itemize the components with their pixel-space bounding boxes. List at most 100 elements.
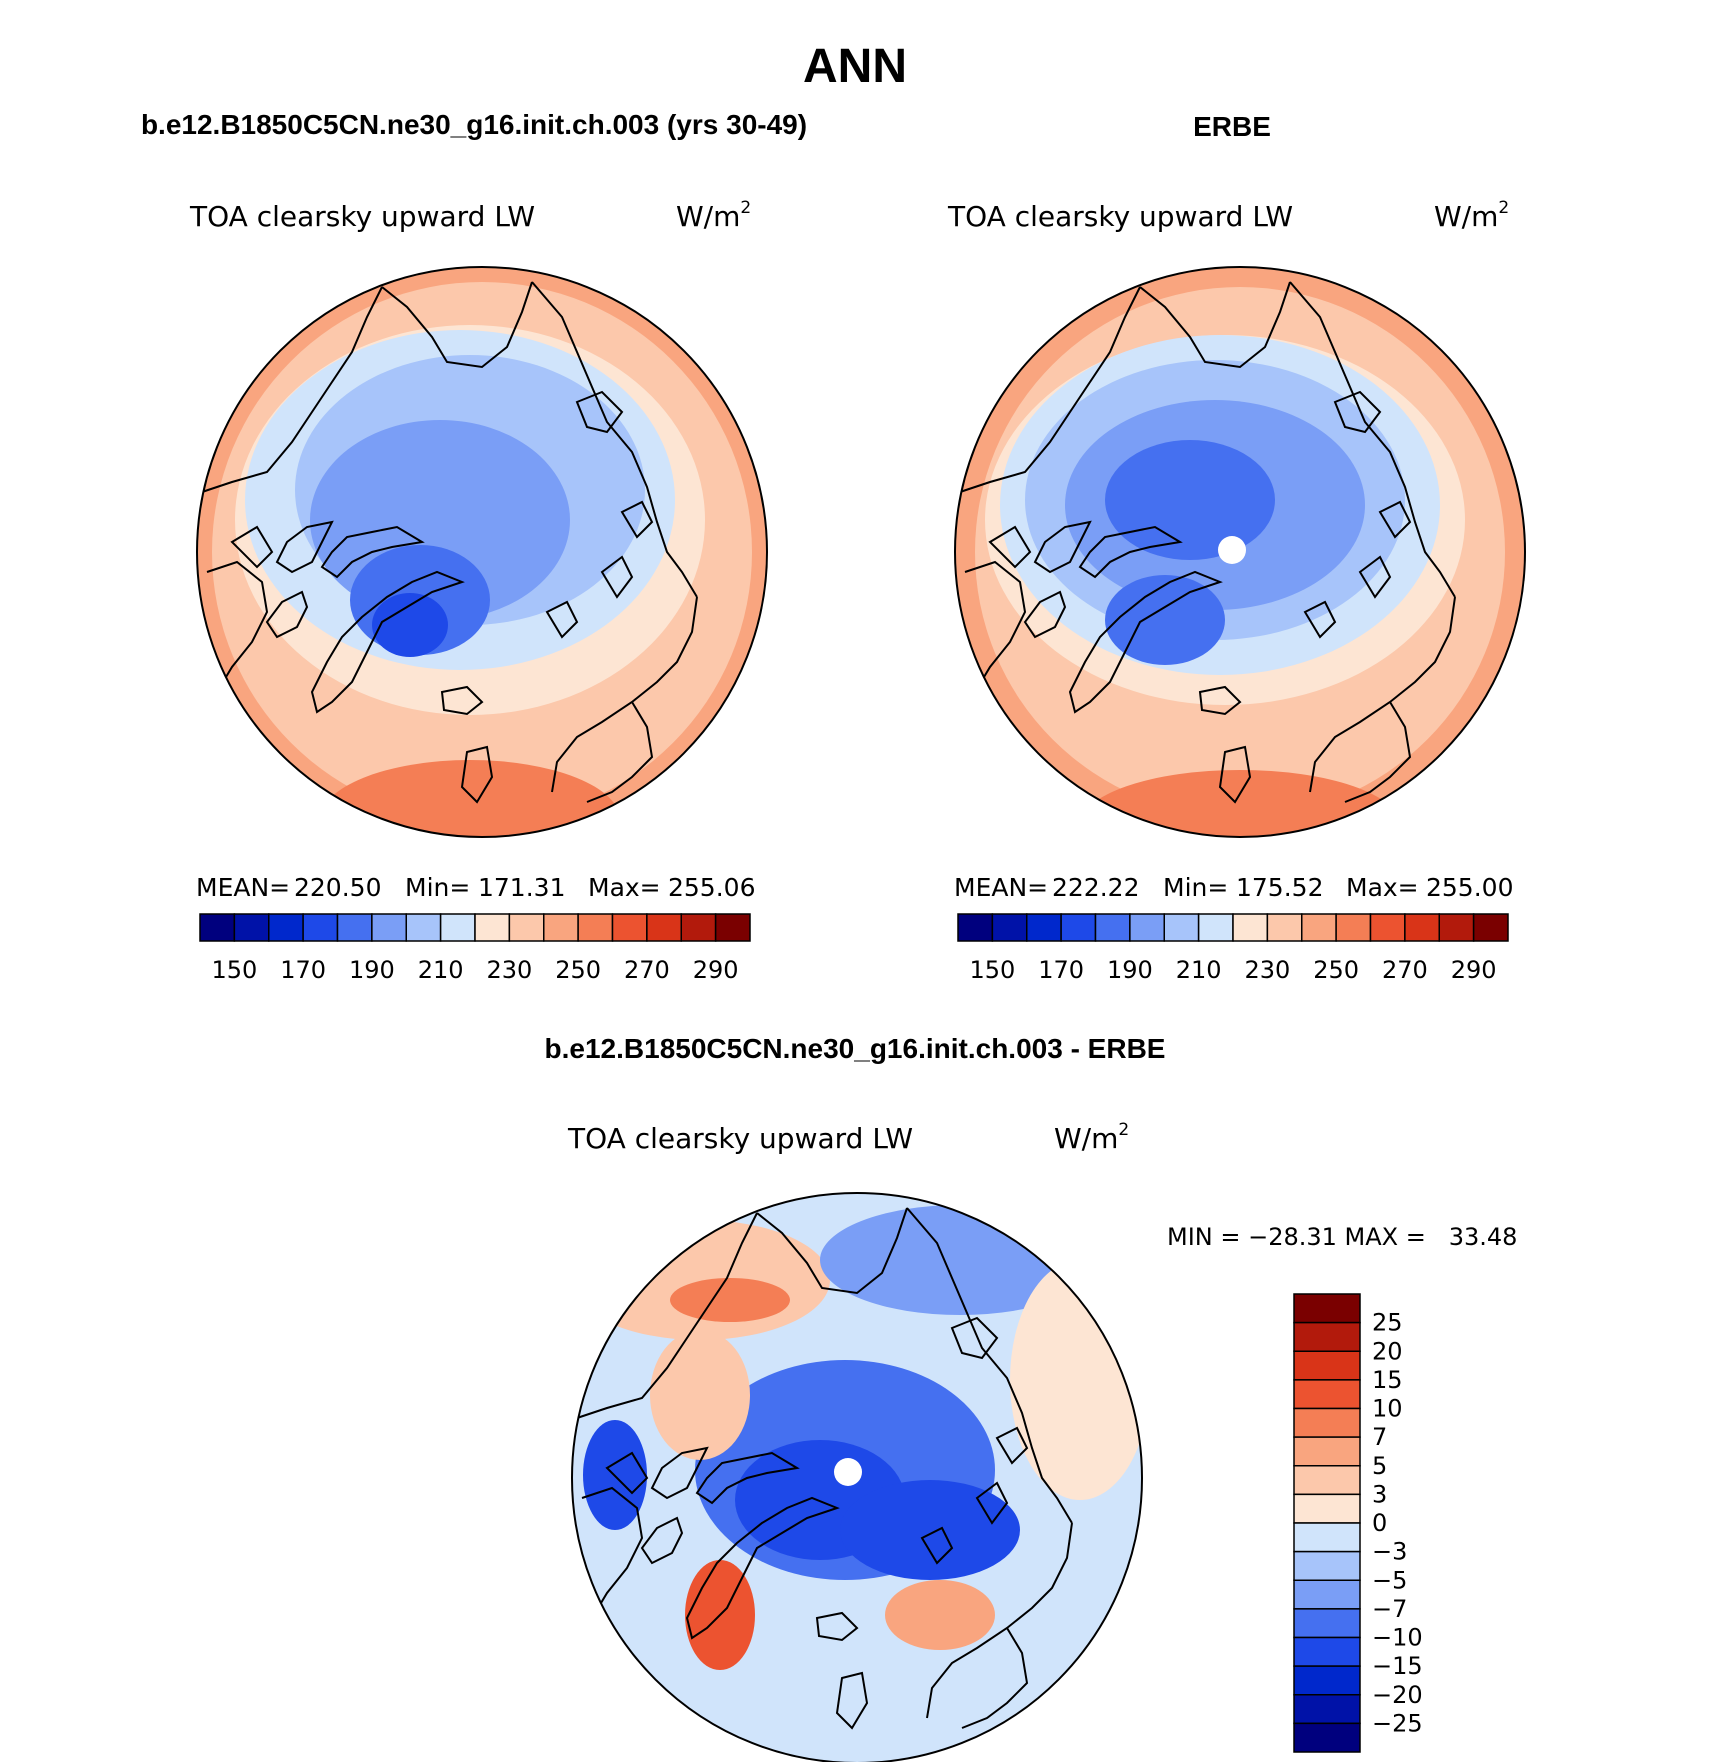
colorbar-swatch xyxy=(1293,1407,1361,1438)
colorbar-tick-label: 3 xyxy=(1372,1480,1387,1508)
colorbar-swatch xyxy=(1293,1694,1361,1725)
colorbar-tick-label: 250 xyxy=(555,956,601,984)
colorbar-tick-label: 230 xyxy=(1244,956,1290,984)
colorbar-tick-label: 230 xyxy=(486,956,532,984)
colorbar-swatch xyxy=(680,913,717,942)
colorbar-tick-label: 150 xyxy=(211,956,257,984)
colorbar-swatch xyxy=(1293,1379,1361,1410)
colorbar-swatch xyxy=(957,913,994,942)
colorbar-tick-label: 210 xyxy=(418,956,464,984)
diff-variable-label: TOA clearsky upward LW xyxy=(567,1122,913,1155)
colorbar-swatch xyxy=(1293,1321,1361,1352)
colorbar-swatch xyxy=(1060,913,1097,942)
colorbar-swatch xyxy=(1293,1665,1361,1696)
colorbar-swatch xyxy=(1026,913,1062,942)
colorbar-swatch xyxy=(577,913,614,942)
colorbar-swatch xyxy=(1438,913,1475,942)
colorbar-swatch xyxy=(1232,913,1269,942)
colorbar-swatch xyxy=(439,913,476,942)
colorbar-tick-label: −7 xyxy=(1372,1595,1407,1623)
colorbar-swatch xyxy=(1301,913,1337,942)
colorbar-swatch xyxy=(1293,1493,1361,1524)
colorbar-tick-label: 15 xyxy=(1372,1366,1403,1394)
right-mean-label: MEAN= xyxy=(954,873,1048,902)
colorbar-swatch xyxy=(646,913,682,942)
left-colorbar: 150 170 190 210 230 250 270 290 xyxy=(199,913,751,984)
colorbar-tick-label: 290 xyxy=(693,956,739,984)
right-variable-label: TOA clearsky upward LW xyxy=(947,200,1293,233)
left-mean-value: 220.50 xyxy=(294,873,381,902)
left-units-label: W/m2 xyxy=(676,198,751,233)
diff-units-label: W/m2 xyxy=(1054,1120,1129,1155)
right-colorbar: 150 170 190 210 230 250 270 290 xyxy=(957,913,1509,984)
colorbar-swatch xyxy=(1369,913,1406,942)
colorbar-tick-label: 170 xyxy=(280,956,326,984)
left-max-label: Max= xyxy=(588,873,661,902)
right-min-label: Min= xyxy=(1163,873,1228,902)
colorbar-tick-label: −15 xyxy=(1372,1652,1423,1680)
colorbar-swatch xyxy=(1293,1293,1361,1324)
colorbar-swatch xyxy=(991,913,1028,942)
panel-left-title: b.e12.B1850C5CN.ne30_g16.init.ch.003 (yr… xyxy=(141,109,807,140)
figure-title: ANN xyxy=(803,40,907,93)
colorbar-swatch xyxy=(1293,1722,1361,1753)
colorbar-tick-label: 7 xyxy=(1372,1423,1387,1451)
right-max-label: Max= xyxy=(1346,873,1419,902)
colorbar-tick-label: 10 xyxy=(1372,1395,1403,1423)
left-min-label: Min= xyxy=(405,873,470,902)
colorbar-tick-label: 250 xyxy=(1313,956,1359,984)
colorbar-swatch xyxy=(1293,1579,1361,1610)
diff-polar-map xyxy=(571,1192,1143,1762)
left-min-value: 171.31 xyxy=(478,873,565,902)
left-mean-label: MEAN= xyxy=(196,873,290,902)
colorbar-tick-label: −25 xyxy=(1372,1709,1423,1737)
colorbar-swatch xyxy=(508,913,545,942)
left-max-value: 255.06 xyxy=(668,873,755,902)
colorbar-swatch xyxy=(1129,913,1165,942)
colorbar-tick-label: −3 xyxy=(1372,1538,1407,1566)
right-polar-map xyxy=(954,266,1526,838)
colorbar-swatch xyxy=(714,913,751,942)
colorbar-tick-label: 170 xyxy=(1038,956,1084,984)
colorbar-swatch xyxy=(1404,913,1440,942)
colorbar-swatch xyxy=(611,913,648,942)
colorbar-swatch xyxy=(199,913,236,942)
diff-minmax: MIN = −28.31 MAX = 33.48 xyxy=(1167,1223,1517,1251)
colorbar-swatch xyxy=(1293,1550,1361,1581)
colorbar-swatch xyxy=(302,913,339,942)
panel-right-title: ERBE xyxy=(1193,111,1271,142)
colorbar-swatch xyxy=(1293,1465,1361,1496)
right-stats: MEAN= 222.22 Min= 175.52 Max= 255.00 xyxy=(954,873,1513,902)
colorbar-tick-label: 190 xyxy=(349,956,395,984)
colorbar-swatch xyxy=(1094,913,1131,942)
colorbar-tick-label: 20 xyxy=(1372,1337,1403,1365)
colorbar-swatch xyxy=(1293,1350,1361,1381)
left-variable-label: TOA clearsky upward LW xyxy=(189,200,535,233)
colorbar-swatch xyxy=(543,913,579,942)
right-min-value: 175.52 xyxy=(1236,873,1323,902)
colorbar-swatch xyxy=(1163,913,1200,942)
colorbar-tick-label: 210 xyxy=(1176,956,1222,984)
colorbar-swatch xyxy=(1335,913,1372,942)
colorbar-tick-label: 150 xyxy=(969,956,1015,984)
colorbar-swatch xyxy=(474,913,511,942)
colorbar-tick-label: 290 xyxy=(1451,956,1497,984)
colorbar-tick-label: 0 xyxy=(1372,1509,1387,1537)
left-polar-map xyxy=(196,266,768,838)
colorbar-tick-label: 270 xyxy=(1382,956,1428,984)
colorbar-swatch xyxy=(1197,913,1234,942)
colorbar-tick-label: −5 xyxy=(1372,1566,1407,1594)
colorbar-swatch xyxy=(405,913,442,942)
colorbar-tick-label: −20 xyxy=(1372,1681,1423,1709)
right-max-value: 255.00 xyxy=(1426,873,1513,902)
right-mean-value: 222.22 xyxy=(1052,873,1139,902)
colorbar-swatch xyxy=(1266,913,1303,942)
colorbar-tick-label: 5 xyxy=(1372,1452,1387,1480)
colorbar-tick-label: 270 xyxy=(624,956,670,984)
right-units-label: W/m2 xyxy=(1434,198,1509,233)
colorbar-swatch xyxy=(1472,913,1509,942)
colorbar-swatch xyxy=(1293,1608,1361,1639)
colorbar-swatch xyxy=(1293,1436,1361,1467)
